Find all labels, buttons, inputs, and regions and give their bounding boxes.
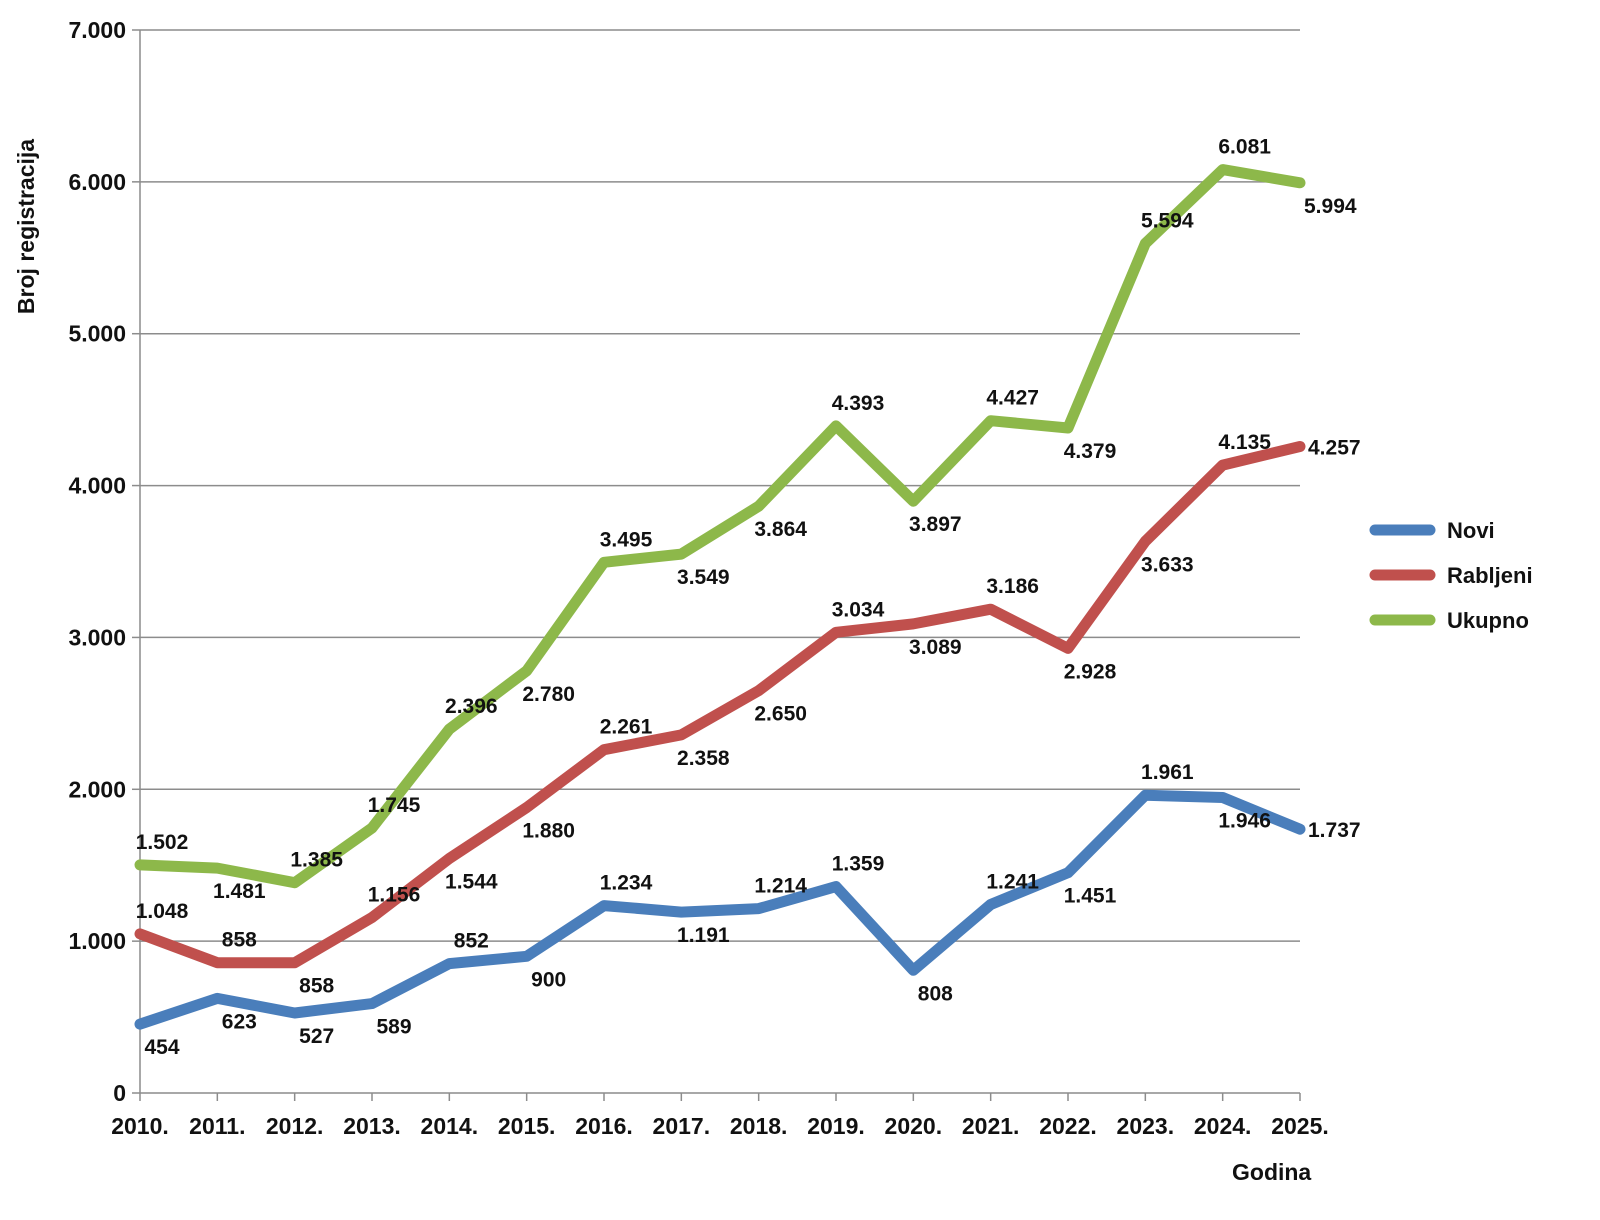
series-line-novi: [134, 789, 1306, 1030]
data-label-ukupno: 1.502: [136, 831, 189, 854]
y-tick-label: 3.000: [68, 624, 126, 650]
y-tick-label: 2.000: [68, 776, 126, 802]
data-label-rabljeni: 1.048: [136, 900, 189, 923]
data-label-novi: 1.451: [1064, 885, 1117, 908]
y-tick-label: 7.000: [68, 17, 126, 43]
x-tick-label: 2014.: [421, 1113, 479, 1139]
data-label-ukupno: 1.745: [368, 794, 421, 817]
data-label-ukupno: 4.379: [1064, 440, 1117, 463]
y-tick-label: 4.000: [68, 473, 126, 499]
data-label-novi: 808: [918, 982, 953, 1005]
axes: 0 1.000 2.000 3.000 4.000 5.000 6.000 7.000 2010…: [68, 17, 1328, 1139]
x-tick-label: 2016.: [575, 1113, 633, 1139]
legend-label-rabljeni: Rabljeni: [1447, 563, 1533, 588]
data-label-ukupno: 2.780: [522, 683, 575, 706]
y-tick-label: 5.000: [68, 321, 126, 347]
y-tick-label: 1.000: [68, 928, 126, 954]
y-tick-label: 6.000: [68, 169, 126, 195]
x-tick-label: 2010.: [111, 1113, 169, 1139]
data-label-novi: 1.946: [1218, 809, 1271, 832]
data-label-novi: 852: [454, 930, 489, 953]
data-label-novi: 1.214: [754, 875, 807, 898]
x-tick-label: 2013.: [343, 1113, 401, 1139]
data-label-novi: 527: [299, 1025, 334, 1048]
data-label-rabljeni: 2.358: [677, 747, 730, 770]
y-tick-label: 0: [113, 1080, 126, 1106]
data-label-rabljeni: 1.544: [445, 871, 498, 894]
data-label-rabljeni: 3.034: [832, 598, 885, 621]
data-label-novi: 454: [144, 1036, 179, 1059]
x-tick-label: 2025.: [1271, 1113, 1329, 1139]
data-label-ukupno: 6.081: [1218, 136, 1271, 159]
data-label-ukupno: 3.897: [909, 513, 962, 536]
legend-label-ukupno: Ukupno: [1447, 608, 1529, 633]
data-label-ukupno: 5.594: [1141, 210, 1194, 233]
x-tick-label: 2022.: [1039, 1113, 1097, 1139]
x-tick-label: 2018.: [730, 1113, 788, 1139]
data-label-novi: 1.359: [832, 853, 885, 876]
data-label-novi: 623: [222, 1010, 257, 1033]
data-label-ukupno: 1.481: [213, 880, 266, 903]
data-label-ukupno: 3.495: [600, 528, 653, 551]
data-label-rabljeni: 2.650: [754, 703, 807, 726]
legend: Novi Rabljeni Ukupno: [1369, 518, 1533, 633]
data-label-rabljeni: 1.880: [522, 820, 575, 843]
data-label-rabljeni: 858: [299, 975, 334, 998]
data-label-novi: 1.737: [1308, 819, 1361, 842]
data-label-rabljeni: 1.156: [368, 883, 421, 906]
data-label-rabljeni: 3.633: [1141, 553, 1194, 576]
data-label-ukupno: 1.385: [290, 849, 343, 872]
data-label-ukupno: 5.994: [1304, 195, 1357, 218]
data-label-rabljeni: 4.257: [1308, 437, 1361, 460]
data-label-rabljeni: 4.135: [1218, 431, 1271, 454]
series-lines: [134, 164, 1306, 1030]
y-axis-title: Broj registracija: [13, 139, 39, 314]
data-label-rabljeni: 2.928: [1064, 660, 1117, 683]
x-tick-label: 2020.: [885, 1113, 943, 1139]
x-tick-label: 2021.: [962, 1113, 1020, 1139]
data-label-ukupno: 2.396: [445, 695, 498, 718]
gridlines: [140, 29, 1300, 942]
data-label-novi: 1.234: [600, 872, 653, 895]
data-label-novi: 1.241: [986, 871, 1039, 894]
series-line-ukupno: [134, 164, 1306, 889]
x-tick-label: 2024.: [1194, 1113, 1252, 1139]
series-line-rabljeni: [134, 441, 1306, 969]
data-label-ukupno: 3.549: [677, 566, 730, 589]
x-tick-label: 2011.: [189, 1113, 245, 1139]
x-axis-title: Godina: [1232, 1159, 1311, 1185]
data-label-rabljeni: 3.089: [909, 636, 962, 659]
data-label-novi: 1.191: [677, 924, 730, 947]
x-tick-label: 2015.: [498, 1113, 556, 1139]
data-label-novi: 900: [531, 968, 566, 991]
legend-label-novi: Novi: [1447, 518, 1495, 543]
data-label-ukupno: 3.864: [754, 518, 807, 541]
x-tick-label: 2017.: [653, 1113, 711, 1139]
data-label-rabljeni: 3.186: [986, 575, 1039, 598]
data-labels: 454 623 527 589 852 900 1.234 1.191 1.214 1.359 80…: [136, 136, 1361, 1060]
data-label-rabljeni: 858: [222, 929, 257, 952]
data-label-novi: 589: [376, 1016, 411, 1039]
data-label-ukupno: 4.427: [986, 387, 1039, 410]
data-label-novi: 1.961: [1141, 761, 1194, 784]
data-label-rabljeni: 2.261: [600, 716, 653, 739]
data-label-ukupno: 4.393: [832, 392, 885, 415]
x-tick-label: 2019.: [807, 1113, 865, 1139]
x-tick-label: 2023.: [1117, 1113, 1175, 1139]
x-tick-label: 2012.: [266, 1113, 324, 1139]
